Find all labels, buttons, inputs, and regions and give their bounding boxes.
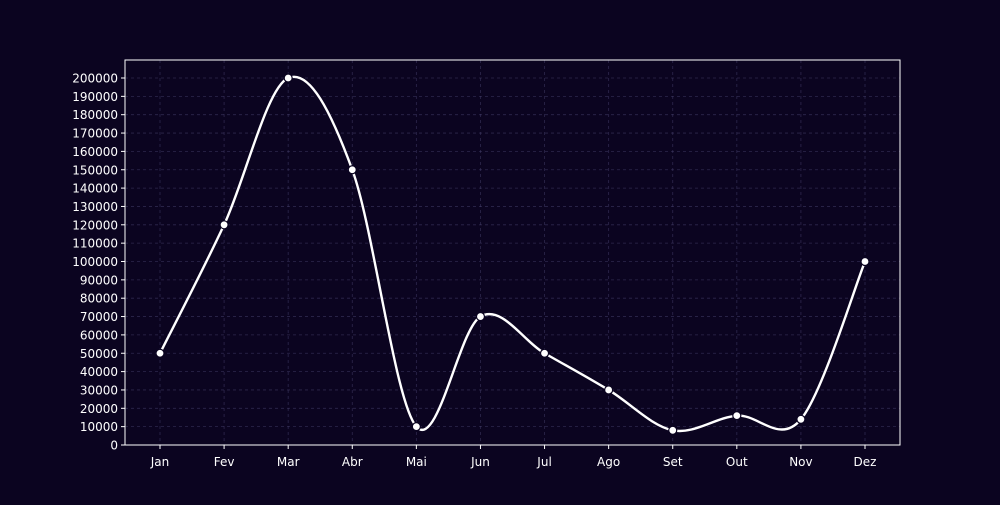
y-tick-label: 190000 <box>72 90 118 104</box>
x-tick-label: Fev <box>214 455 235 469</box>
series-line <box>158 75 867 433</box>
y-tick-label: 20000 <box>80 402 118 416</box>
x-tick-label: Ago <box>597 455 620 469</box>
y-tick-label: 140000 <box>72 182 118 196</box>
y-tick-label: 60000 <box>80 328 118 342</box>
y-tick-label: 50000 <box>80 347 118 361</box>
x-tick-label: Nov <box>789 455 812 469</box>
x-tick-label: Dez <box>854 455 877 469</box>
x-tick-label: Mai <box>406 455 427 469</box>
y-axis: 0 10000 20000 30000 40000 50000 60000 70000 8000… <box>72 72 125 453</box>
y-tick-label: 160000 <box>72 145 118 159</box>
data-point-nov <box>796 414 806 424</box>
y-tick-label: 170000 <box>72 127 118 141</box>
x-axis: Jan Fev Mar Abr Mai Jun Jul Ago Set Out Nov Dez <box>150 445 877 469</box>
y-tick-label: 0 <box>110 439 118 453</box>
y-tick-label: 110000 <box>72 237 118 251</box>
y-tick-label: 90000 <box>80 273 118 287</box>
data-point-mar <box>283 73 293 83</box>
grid <box>125 60 900 446</box>
x-tick-label: Jul <box>536 455 551 469</box>
x-tick-label: Out <box>726 455 748 469</box>
y-tick-label: 200000 <box>72 72 118 86</box>
y-tick-label: 150000 <box>72 163 118 177</box>
y-tick-label: 180000 <box>72 108 118 122</box>
x-tick-label: Mar <box>277 455 300 469</box>
data-point-fev <box>219 220 229 230</box>
data-point-set <box>668 425 678 435</box>
data-point-jan <box>155 348 165 358</box>
data-point-dez <box>860 256 870 267</box>
data-point-ago <box>604 385 614 395</box>
y-tick-label: 40000 <box>80 365 118 379</box>
x-tick-label: Jan <box>150 455 170 469</box>
y-tick-label: 80000 <box>80 292 118 306</box>
y-tick-label: 130000 <box>72 200 118 214</box>
x-tick-label: Set <box>663 455 683 469</box>
data-point-out <box>732 411 742 421</box>
data-point-jun <box>475 311 486 322</box>
y-tick-label: 100000 <box>72 255 118 269</box>
data-points <box>155 73 870 435</box>
y-tick-label: 10000 <box>80 420 118 434</box>
y-tick-label: 30000 <box>80 383 118 397</box>
x-tick-label: Abr <box>342 455 363 469</box>
data-point-jul <box>539 348 550 358</box>
data-point-mai <box>411 422 421 432</box>
plot-frame <box>124 59 901 446</box>
x-tick-label: Jun <box>470 455 490 469</box>
y-tick-label: 70000 <box>80 310 118 324</box>
y-tick-label: 120000 <box>72 218 118 232</box>
data-point-abr <box>347 165 357 175</box>
